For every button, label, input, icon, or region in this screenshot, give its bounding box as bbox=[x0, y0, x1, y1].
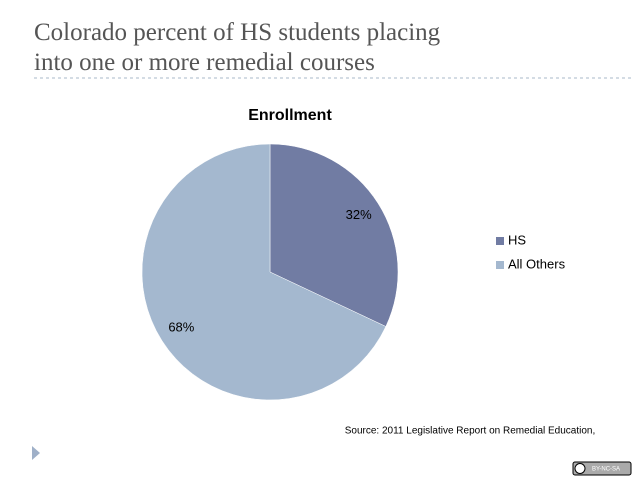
source: Source: 2011 Legislative Report on Remed… bbox=[345, 426, 596, 437]
pie-slice bbox=[269, 143, 399, 327]
pie-slice bbox=[141, 143, 387, 401]
badge-text: BY-NC-SA bbox=[592, 467, 620, 473]
legend-swatch bbox=[496, 261, 504, 269]
bullet bbox=[32, 446, 40, 460]
cc-badge bbox=[572, 461, 632, 476]
data-label: 68% bbox=[168, 320, 194, 335]
slide-title-line: into one or more remedial courses bbox=[34, 49, 375, 76]
slide-title-line: Colorado percent of HS students placing bbox=[34, 19, 441, 46]
legend-label: All Others bbox=[508, 256, 566, 271]
chart-title: Enrollment bbox=[248, 107, 332, 124]
legend-swatch bbox=[496, 237, 504, 245]
cc-icon bbox=[574, 463, 586, 474]
data-label: 32% bbox=[346, 207, 372, 222]
legend-label: HS bbox=[508, 232, 526, 247]
